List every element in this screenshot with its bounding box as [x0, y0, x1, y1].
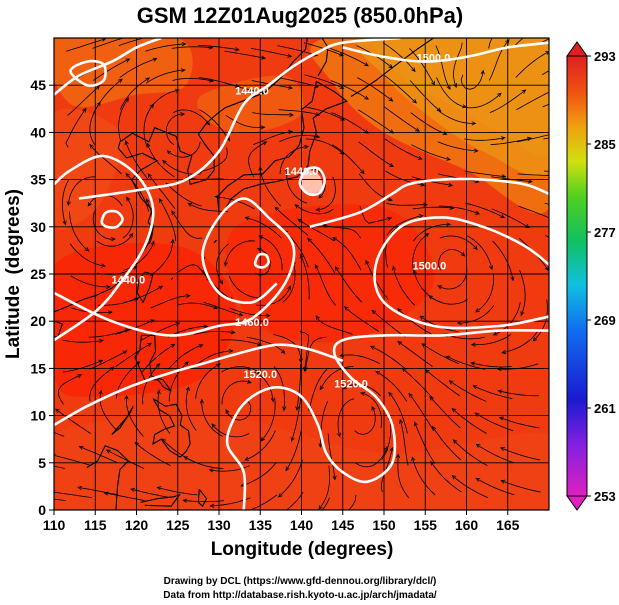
y-tick-label: 5 [38, 455, 46, 471]
y-tick-label: 10 [30, 408, 46, 424]
credit-drawing: Drawing by DCL (https://www.gfd-dennou.o… [164, 576, 437, 587]
height-contour-line [100, 209, 124, 229]
credit-data: Data from http://database.rish.kyoto-u.a… [163, 590, 437, 601]
x-tick-label: 140 [290, 517, 314, 533]
y-axis-title: Latitude (degrees) [3, 189, 24, 359]
x-tick-label: 110 [43, 517, 66, 533]
x-tick-label: 145 [331, 517, 355, 533]
height-contour-line [54, 38, 162, 96]
colorbar-tick-label: 285 [594, 137, 616, 152]
colorbar-tick-label: 293 [594, 49, 616, 64]
height-contour-line [54, 197, 296, 337]
chart-title: GSM 12Z01Aug2025 (850.0hPa) [137, 3, 463, 28]
contour-label: 1460.0 [235, 317, 269, 329]
height-contour-line [253, 252, 270, 269]
contour-label: 1500.0 [417, 53, 451, 65]
x-tick-label: 120 [125, 517, 149, 533]
x-tick-label: 155 [414, 517, 438, 533]
colorbar-tick-label: 277 [594, 225, 616, 240]
x-tick-label: 115 [84, 517, 107, 533]
y-tick-label: 0 [38, 502, 46, 518]
x-tick-label: 165 [496, 517, 520, 533]
colorbar-max-arrow [566, 41, 588, 57]
height-contour-line [373, 216, 549, 330]
height-contour-line [69, 59, 107, 87]
height-contours [54, 38, 549, 510]
x-tick-label: 130 [207, 517, 231, 533]
contour-label: 1500.0 [413, 260, 447, 272]
x-axis-ticks: 110 115 120 125 130 135 140 145 150 155 160 165 [43, 510, 520, 533]
y-tick-label: 25 [30, 266, 46, 282]
contour-label: 1440.0 [235, 86, 269, 98]
height-contour-line [54, 343, 344, 427]
plot-area: 1440.01440.01440.01460.01520.01520.01500… [30, 37, 550, 533]
y-tick-label: 35 [30, 172, 46, 188]
temperature-shading [54, 38, 549, 510]
x-tick-label: 135 [249, 517, 273, 533]
y-tick-label: 45 [30, 77, 46, 93]
contour-labels: 1440.0 1440.0 1440.0 1460.0 1520.0 1520.0 1500… [111, 53, 450, 391]
coastlines [54, 38, 434, 510]
colorbar-tick-label: 269 [594, 313, 616, 328]
height-contour-line [298, 166, 326, 197]
colorbar-tick-label: 261 [594, 401, 616, 416]
height-contour-line [78, 38, 401, 200]
contour-label: 1440.0 [285, 166, 319, 178]
colorbar-scale [566, 55, 588, 497]
x-tick-label: 160 [455, 517, 479, 533]
y-tick-label: 15 [30, 360, 46, 376]
x-tick-label: 150 [372, 517, 396, 533]
height-contour-line [225, 328, 549, 510]
colorbar: 253 261 269 277 285 293 [566, 41, 616, 511]
contour-label: 1520.0 [243, 369, 277, 381]
x-tick-label: 125 [166, 517, 190, 533]
y-tick-label: 40 [30, 124, 46, 140]
y-tick-label: 20 [30, 313, 46, 329]
y-axis-ticks: 0 5 10 15 20 25 30 35 40 45 [30, 77, 54, 518]
height-contour-line [54, 154, 155, 342]
contour-label: 1520.0 [334, 378, 368, 390]
colorbar-min-arrow [566, 495, 588, 511]
height-contour-line [309, 177, 549, 229]
colorbar-tick-label: 253 [594, 489, 616, 504]
grid-lines [54, 38, 549, 510]
contour-label: 1440.0 [111, 274, 145, 286]
x-axis-title: Longitude (degrees) [211, 539, 394, 560]
y-tick-label: 30 [30, 219, 46, 235]
height-contour-line [342, 41, 549, 63]
